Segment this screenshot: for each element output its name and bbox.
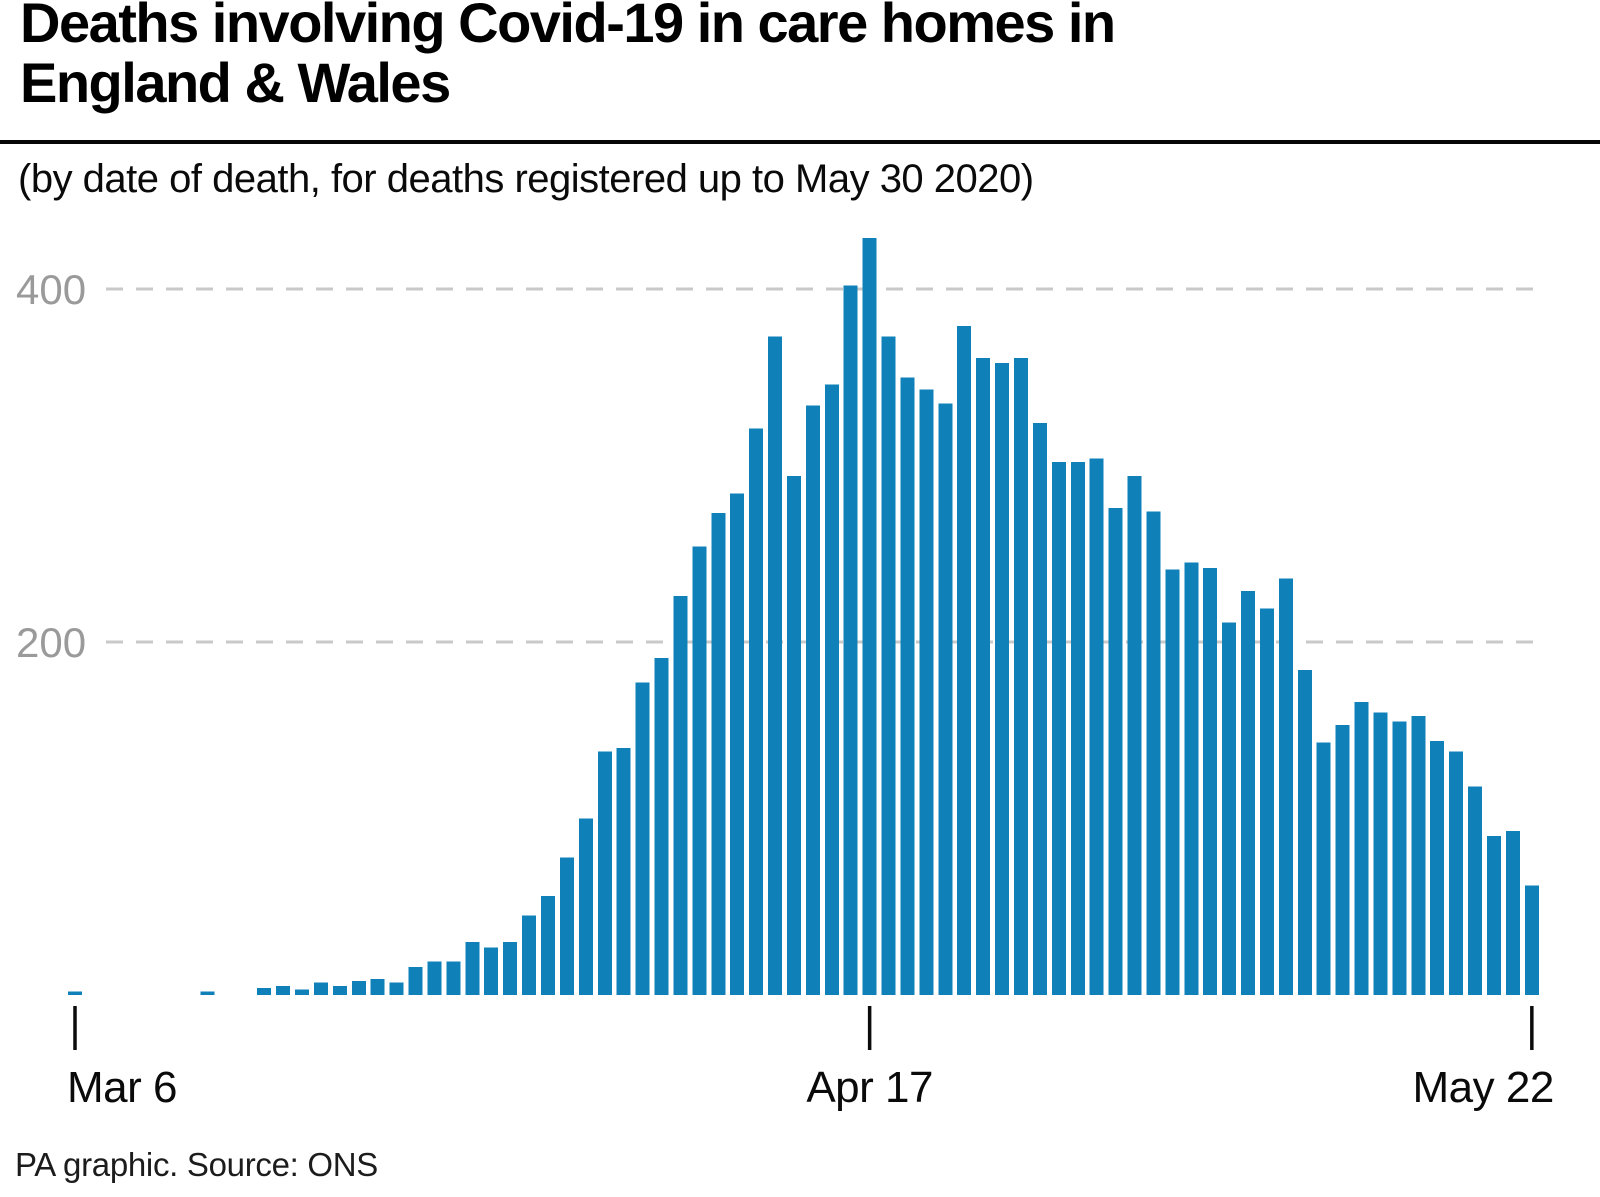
bar-mar-27 bbox=[465, 942, 480, 995]
bar-may-2 bbox=[1146, 511, 1161, 995]
bar-mar-18 bbox=[295, 989, 309, 995]
bar-apr-19 bbox=[900, 377, 915, 996]
x-axis-label-apr-17: Apr 17 bbox=[806, 1063, 933, 1112]
bar-apr-4 bbox=[616, 747, 631, 995]
bar-apr-6 bbox=[654, 657, 669, 995]
x-axis-label-may-22: May 22 bbox=[1413, 1063, 1554, 1112]
bar-may-12 bbox=[1335, 725, 1350, 995]
bar-mar-17 bbox=[276, 986, 291, 995]
bar-may-17 bbox=[1430, 740, 1445, 995]
bar-may-1 bbox=[1127, 476, 1142, 996]
bar-may-19 bbox=[1468, 786, 1483, 995]
bar-apr-23 bbox=[976, 357, 991, 995]
bar-may-6 bbox=[1222, 622, 1237, 995]
bar-apr-27 bbox=[1051, 462, 1066, 995]
bar-mar-13 bbox=[200, 991, 215, 995]
bar-apr-11 bbox=[749, 428, 764, 995]
x-axis-label-mar-6: Mar 6 bbox=[67, 1063, 177, 1112]
bar-apr-10 bbox=[730, 493, 745, 995]
bar-may-8 bbox=[1260, 608, 1274, 995]
bar-apr-13 bbox=[787, 476, 801, 996]
bar-apr-17 bbox=[862, 237, 877, 996]
bar-may-7 bbox=[1241, 590, 1255, 995]
bar-apr-2 bbox=[578, 818, 593, 995]
bar-may-15 bbox=[1392, 721, 1407, 995]
bar-apr-1 bbox=[559, 857, 574, 995]
bar-apr-22 bbox=[957, 326, 972, 996]
bar-may-21 bbox=[1505, 830, 1520, 995]
source-credit: PA graphic. Source: ONS bbox=[15, 1146, 378, 1183]
bar-apr-3 bbox=[597, 751, 612, 995]
y-axis-label-200: 200 bbox=[16, 619, 86, 666]
bar-apr-20 bbox=[919, 389, 934, 996]
bar-may-5 bbox=[1203, 567, 1218, 995]
bar-may-14 bbox=[1373, 712, 1388, 995]
bar-mar-26 bbox=[446, 961, 461, 995]
bar-mar-6 bbox=[68, 991, 82, 995]
bar-apr-16 bbox=[843, 285, 858, 995]
bar-may-22 bbox=[1524, 885, 1539, 995]
bar-may-3 bbox=[1165, 569, 1180, 995]
bar-apr-25 bbox=[1014, 357, 1028, 995]
bar-apr-18 bbox=[881, 336, 896, 995]
bar-apr-8 bbox=[692, 546, 707, 995]
bar-apr-7 bbox=[673, 596, 688, 995]
bar-mar-24 bbox=[408, 966, 423, 995]
bar-apr-26 bbox=[1032, 423, 1047, 996]
bar-apr-5 bbox=[635, 682, 650, 995]
bar-mar-22 bbox=[370, 979, 385, 995]
bar-may-4 bbox=[1184, 562, 1199, 995]
bar-apr-30 bbox=[1108, 507, 1123, 995]
bar-may-20 bbox=[1487, 836, 1501, 995]
bar-apr-24 bbox=[995, 363, 1010, 996]
bar-mar-20 bbox=[332, 986, 347, 995]
bar-apr-21 bbox=[938, 403, 953, 995]
bar-mar-23 bbox=[389, 982, 404, 995]
bar-may-13 bbox=[1354, 702, 1369, 995]
bar-apr-15 bbox=[824, 384, 839, 995]
bar-may-18 bbox=[1449, 751, 1464, 995]
bar-mar-25 bbox=[427, 961, 442, 995]
bar-apr-9 bbox=[711, 513, 726, 995]
bar-mar-30 bbox=[522, 915, 537, 995]
title-divider-rule bbox=[0, 140, 1600, 144]
bar-may-10 bbox=[1297, 670, 1312, 995]
chart-subtitle: (by date of death, for deaths registered… bbox=[18, 157, 1034, 201]
bar-may-16 bbox=[1411, 716, 1426, 995]
bar-may-11 bbox=[1316, 742, 1331, 995]
bar-mar-31 bbox=[541, 896, 555, 995]
bar-mar-28 bbox=[484, 947, 499, 995]
bar-apr-12 bbox=[768, 336, 782, 995]
bar-may-9 bbox=[1278, 578, 1293, 995]
bar-mar-29 bbox=[503, 942, 518, 995]
chart-title: Deaths involving Covid-19 in care homes … bbox=[20, 0, 1116, 114]
bar-mar-16 bbox=[257, 987, 272, 995]
bar-mar-21 bbox=[351, 980, 366, 995]
bar-apr-29 bbox=[1089, 458, 1104, 995]
bar-mar-19 bbox=[314, 982, 328, 995]
bar-apr-14 bbox=[805, 405, 820, 995]
bar-apr-28 bbox=[1070, 462, 1085, 995]
y-axis-label-400: 400 bbox=[16, 266, 86, 313]
